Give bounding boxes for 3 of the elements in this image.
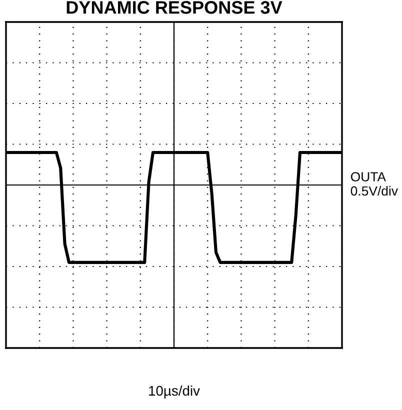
text: 10µs/div xyxy=(149,386,200,398)
y-axis-title: OUTA 0.5V/div xyxy=(350,172,398,196)
chart-title: DYNAMIC RESPONSE 3V xyxy=(66,1,282,14)
